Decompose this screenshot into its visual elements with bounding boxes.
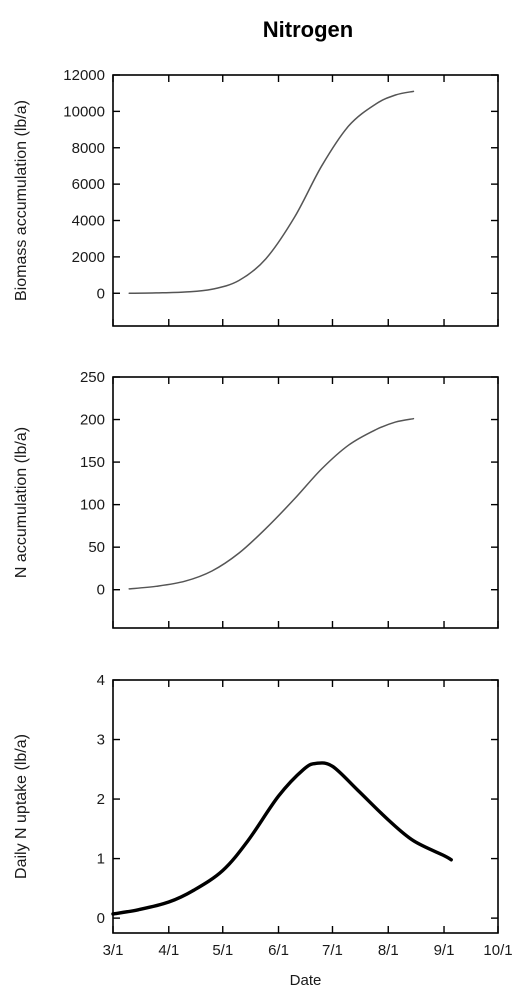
x-tick-label: 4/1 (158, 942, 179, 959)
panel-2: 0 50 100 150 200 250 N accumulation (lb/a) (13, 369, 499, 629)
y-tick-label: 0 (97, 582, 105, 599)
x-tick-label: 7/1 (322, 942, 343, 959)
y-tick-label: 6000 (72, 176, 105, 193)
y-tick-label: 150 (80, 454, 105, 471)
plot-frame (112, 74, 499, 327)
series-line-1 (128, 90, 415, 295)
x-tick-label: 10/1 (483, 942, 512, 959)
y-tick-label: 0 (97, 285, 105, 302)
series-line-1 (111, 761, 453, 916)
y-tick-label: 200 (80, 412, 105, 429)
y-axis-label: Daily N uptake (lb/a) (13, 734, 30, 879)
plot-frame (112, 679, 499, 934)
x-tick-label: 6/1 (268, 942, 289, 959)
series-line-1 (128, 417, 415, 590)
y-tick-label: 3 (97, 732, 105, 749)
y-tick-label: 1 (97, 851, 105, 868)
y-tick-label: 2000 (72, 249, 105, 266)
y-tick-label: 2 (97, 791, 105, 808)
x-tick-label: 9/1 (434, 942, 455, 959)
y-tick-label: 4000 (72, 213, 105, 230)
y-axis-label: Biomass accumulation (lb/a) (13, 100, 30, 301)
y-tick-label: 10000 (63, 103, 105, 120)
x-axis-label: Date (290, 972, 322, 989)
x-tick-label: 8/1 (378, 942, 399, 959)
y-tick-label: 250 (80, 369, 105, 386)
figure-title: Nitrogen (263, 17, 353, 42)
plot-frame (112, 376, 499, 629)
y-tick-label: 0 (97, 910, 105, 927)
y-tick-label: 4 (97, 672, 105, 689)
y-axis-label: N accumulation (lb/a) (13, 427, 30, 578)
x-tick-label: 5/1 (212, 942, 233, 959)
panel-1: 0 2000 4000 6000 8000 10000 12000 Biomass accum… (13, 67, 499, 327)
panel-3: 0 1 2 3 4 3/1 4/1 5/1 6/1 7/1 8/1 9/1 10/1 Daily N up… (13, 672, 513, 989)
y-tick-label: 12000 (63, 67, 105, 84)
x-tick-label: 3/1 (103, 942, 124, 959)
y-tick-label: 50 (88, 539, 105, 556)
y-tick-label: 8000 (72, 140, 105, 157)
y-tick-label: 100 (80, 497, 105, 514)
